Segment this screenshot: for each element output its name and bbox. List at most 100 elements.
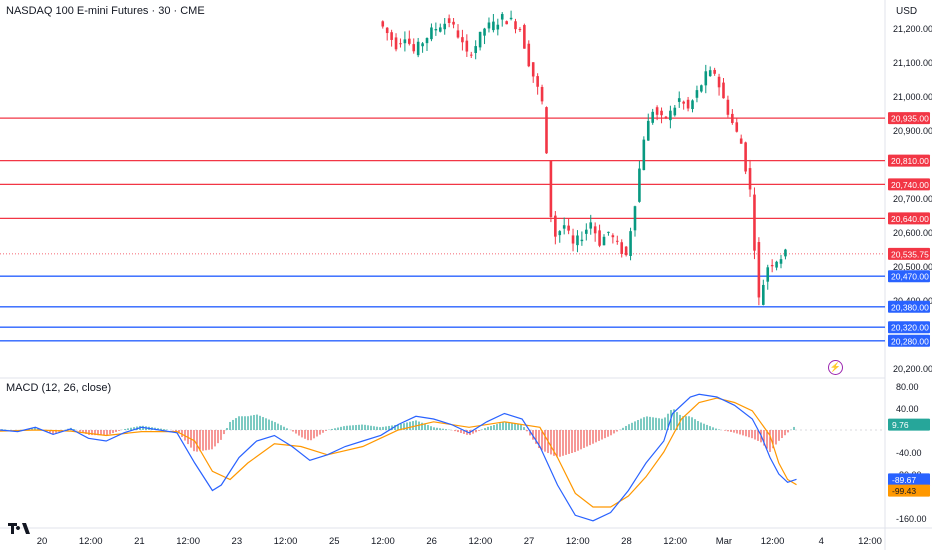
- candle-body: [554, 215, 557, 237]
- candle-body: [739, 138, 743, 144]
- macd-pane: [0, 393, 885, 522]
- chart-title: NASDAQ 100 E-mini Futures · 30 · CME: [6, 5, 205, 17]
- candle-body: [735, 122, 739, 132]
- candle-body: [708, 70, 712, 77]
- candle-body: [602, 236, 606, 246]
- time-tick-label: 12:00: [663, 536, 687, 547]
- candle-body: [726, 99, 730, 115]
- candle-body: [390, 32, 393, 40]
- candle-body: [478, 31, 482, 48]
- candle-body: [399, 43, 402, 45]
- macd-indicator-title[interactable]: MACD (12, 26, close): [6, 382, 112, 394]
- last-price-label: 20,535.75: [891, 249, 929, 259]
- candle-body: [474, 46, 477, 54]
- price-tick-label: 21,200.00: [893, 24, 932, 34]
- time-tick-label: 23: [232, 536, 243, 547]
- candle-body: [438, 27, 442, 32]
- flash-icon[interactable]: ⚡: [828, 360, 843, 375]
- macd-tick-label: -40.00: [896, 448, 922, 458]
- macd-axis[interactable]: 80.0040.00-40.00-80.00-160.009.76-89.67-…: [888, 382, 930, 524]
- time-tick-label: 12:00: [761, 536, 785, 547]
- level-badge: [888, 321, 930, 334]
- time-axis[interactable]: 20 12:00 21 12:00 23 12:00 25 12:00 26 12:00 27 12:…: [37, 536, 882, 547]
- level-label: 20,640.00: [891, 214, 929, 224]
- macd-line: [0, 393, 797, 522]
- candle-body: [664, 116, 668, 118]
- time-tick-label: 20: [37, 536, 48, 547]
- candle-body: [691, 100, 694, 110]
- candle-body: [655, 107, 659, 115]
- candle-body: [784, 249, 787, 257]
- level-badge: [888, 178, 930, 191]
- tradingview-logo-icon[interactable]: [6, 520, 36, 536]
- price-tick-label: 21,100.00: [893, 58, 932, 68]
- candle-body: [695, 90, 699, 98]
- candle-body: [456, 30, 460, 38]
- candle-body: [744, 142, 747, 172]
- level-label: 20,935.00: [891, 114, 929, 124]
- candle-body: [408, 38, 411, 44]
- time-tick-label: 25: [329, 536, 340, 547]
- candle-body: [766, 267, 770, 282]
- time-tick-label: Mar: [716, 536, 732, 547]
- price-candles: [381, 10, 787, 306]
- candle-body: [465, 40, 469, 52]
- macd-tick-label: 40.00: [896, 404, 919, 414]
- level-badge: [888, 300, 930, 313]
- candle-body: [660, 110, 663, 116]
- macd-value-badge: [888, 473, 930, 486]
- candle-body: [607, 231, 610, 233]
- candle-body: [469, 54, 473, 56]
- candle-body: [509, 17, 513, 20]
- candle-body: [713, 69, 716, 74]
- time-tick-label: 12:00: [274, 536, 298, 547]
- candle-body: [545, 107, 548, 154]
- candle-body: [638, 168, 641, 202]
- time-tick-label: 12:00: [176, 536, 200, 547]
- level-badge: [888, 212, 930, 225]
- candle-body: [748, 168, 752, 190]
- candle-body: [611, 235, 615, 238]
- candle-body: [381, 21, 385, 27]
- macd-tick-label: 80.00: [896, 382, 919, 392]
- candle-body: [580, 239, 584, 242]
- candle-body: [447, 18, 451, 23]
- candle-body: [518, 29, 522, 31]
- candle-body: [514, 21, 517, 30]
- time-tick-label: 12:00: [79, 536, 103, 547]
- candle-body: [567, 225, 570, 231]
- last-price-badge: [888, 247, 930, 260]
- candle-body: [496, 24, 500, 30]
- price-tick-label: 20,600.00: [893, 228, 932, 238]
- candle-body: [571, 235, 575, 244]
- candle-body: [620, 242, 624, 254]
- price-axis[interactable]: 21,200.00 21,100.00 21,000.00 20,900.00 20,7…: [888, 24, 932, 374]
- candle-body: [412, 44, 416, 52]
- candle-body: [704, 71, 708, 86]
- candle-body: [624, 246, 628, 256]
- candle-body: [615, 240, 619, 242]
- candle-body: [673, 107, 677, 116]
- macd-value: -89.67: [892, 475, 916, 485]
- level-label: 20,470.00: [891, 272, 929, 282]
- candle-body: [677, 98, 681, 102]
- candle-body: [629, 231, 632, 256]
- candle-body: [403, 39, 407, 44]
- candle-body: [669, 110, 672, 121]
- candle-body: [762, 284, 765, 305]
- candle-body: [585, 229, 588, 234]
- price-tick-label: 20,500.00: [893, 262, 932, 272]
- candle-body: [589, 222, 593, 229]
- candle-body: [717, 76, 721, 88]
- candle-body: [753, 194, 756, 251]
- time-tick-label: 12:00: [566, 536, 590, 547]
- price-tick-label: 21,000.00: [893, 92, 932, 102]
- time-tick-label: 12:00: [371, 536, 395, 547]
- price-tick-label: 20,900.00: [893, 126, 932, 136]
- candle-body: [416, 41, 420, 56]
- time-tick-label: 26: [426, 536, 437, 547]
- candle-body: [385, 27, 389, 34]
- candle-body: [593, 226, 597, 234]
- candle-body: [434, 29, 438, 31]
